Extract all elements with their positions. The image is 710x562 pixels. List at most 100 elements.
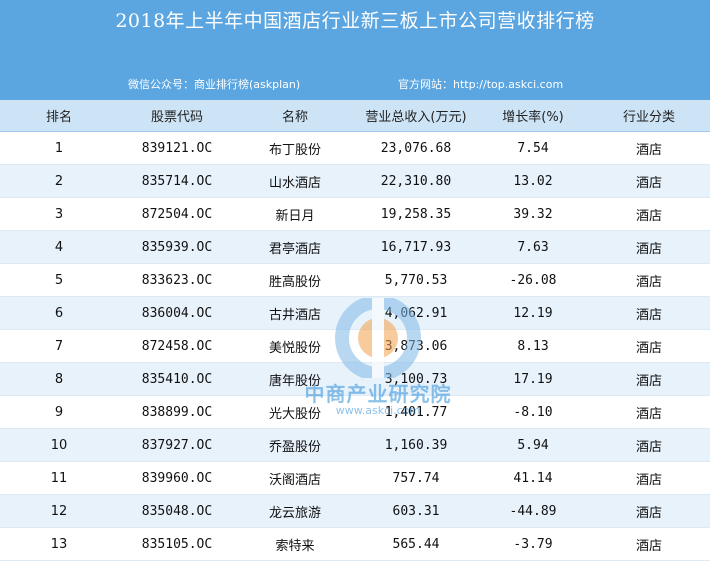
cell-revenue: 16,717.93 (354, 230, 478, 264)
table-row: 6 836004.OC 古井酒店 4,062.91 12.19 酒店 (0, 296, 710, 330)
cell-growth-rate: 13.02 (478, 164, 588, 198)
cell-revenue: 19,258.35 (354, 197, 478, 231)
cell-rank: 12 (0, 494, 118, 528)
cell-company-name: 君亭酒店 (236, 230, 354, 264)
cell-stock-code: 872504.OC (118, 197, 236, 231)
title-banner: 2018年上半年中国酒店行业新三板上市公司营收排行榜 微信公众号：商业排行榜(a… (0, 0, 710, 100)
cell-industry: 酒店 (588, 461, 710, 495)
cell-rank: 9 (0, 395, 118, 429)
cell-stock-code: 839960.OC (118, 461, 236, 495)
cell-stock-code: 836004.OC (118, 296, 236, 330)
cell-revenue: 1,160.39 (354, 428, 478, 462)
column-header-industry: 行业分类 (588, 100, 710, 132)
cell-industry: 酒店 (588, 428, 710, 462)
cell-revenue: 757.74 (354, 461, 478, 495)
cell-rank: 2 (0, 164, 118, 198)
table-row: 2 835714.OC 山水酒店 22,310.80 13.02 酒店 (0, 164, 710, 198)
table-header-row: 排名 股票代码 名称 营业总收入(万元) 增长率(%) 行业分类 (0, 100, 710, 132)
cell-stock-code: 837927.OC (118, 428, 236, 462)
cell-company-name: 布丁股份 (236, 131, 354, 165)
cell-revenue: 603.31 (354, 494, 478, 528)
ranking-table: 排名 股票代码 名称 营业总收入(万元) 增长率(%) 行业分类 1 839121… (0, 100, 710, 561)
cell-company-name: 乔盈股份 (236, 428, 354, 462)
table-row: 12 835048.OC 龙云旅游 603.31 -44.89 酒店 (0, 494, 710, 528)
cell-growth-rate: -26.08 (478, 263, 588, 297)
cell-growth-rate: -8.10 (478, 395, 588, 429)
cell-company-name: 古井酒店 (236, 296, 354, 330)
column-header-code: 股票代码 (118, 100, 236, 132)
cell-company-name: 新日月 (236, 197, 354, 231)
table-row: 11 839960.OC 沃阁酒店 757.74 41.14 酒店 (0, 461, 710, 495)
cell-company-name: 唐年股份 (236, 362, 354, 396)
cell-industry: 酒店 (588, 263, 710, 297)
cell-growth-rate: 7.63 (478, 230, 588, 264)
cell-industry: 酒店 (588, 494, 710, 528)
cell-industry: 酒店 (588, 362, 710, 396)
cell-industry: 酒店 (588, 164, 710, 198)
cell-industry: 酒店 (588, 527, 710, 561)
cell-rank: 8 (0, 362, 118, 396)
cell-revenue: 5,770.53 (354, 263, 478, 297)
cell-revenue: 565.44 (354, 527, 478, 561)
cell-industry: 酒店 (588, 329, 710, 363)
cell-company-name: 龙云旅游 (236, 494, 354, 528)
cell-growth-rate: 12.19 (478, 296, 588, 330)
cell-industry: 酒店 (588, 197, 710, 231)
table-row: 8 835410.OC 唐年股份 3,100.73 17.19 酒店 (0, 362, 710, 396)
cell-rank: 13 (0, 527, 118, 561)
page-title: 2018年上半年中国酒店行业新三板上市公司营收排行榜 (115, 10, 595, 32)
cell-industry: 酒店 (588, 395, 710, 429)
cell-rank: 6 (0, 296, 118, 330)
cell-growth-rate: -44.89 (478, 494, 588, 528)
cell-growth-rate: 5.94 (478, 428, 588, 462)
cell-company-name: 美悦股份 (236, 329, 354, 363)
cell-rank: 11 (0, 461, 118, 495)
cell-company-name: 沃阁酒店 (236, 461, 354, 495)
cell-rank: 1 (0, 131, 118, 165)
wechat-account-label: 微信公众号：商业排行榜(askplan) (128, 78, 301, 91)
cell-stock-code: 835105.OC (118, 527, 236, 561)
table-row: 7 872458.OC 美悦股份 3,873.06 8.13 酒店 (0, 329, 710, 363)
cell-industry: 酒店 (588, 131, 710, 165)
table-row: 5 833623.OC 胜高股份 5,770.53 -26.08 酒店 (0, 263, 710, 297)
table-row: 9 838899.OC 光大股份 1,401.77 -8.10 酒店 (0, 395, 710, 429)
column-header-rank: 排名 (0, 100, 118, 132)
cell-stock-code: 835939.OC (118, 230, 236, 264)
table-row: 4 835939.OC 君亭酒店 16,717.93 7.63 酒店 (0, 230, 710, 264)
cell-stock-code: 835410.OC (118, 362, 236, 396)
cell-company-name: 光大股份 (236, 395, 354, 429)
cell-company-name: 索特来 (236, 527, 354, 561)
column-header-name: 名称 (236, 100, 354, 132)
official-website-label: 官方网站：http://top.askci.com (398, 78, 564, 91)
cell-revenue: 1,401.77 (354, 395, 478, 429)
cell-industry: 酒店 (588, 230, 710, 264)
cell-rank: 10 (0, 428, 118, 462)
cell-stock-code: 872458.OC (118, 329, 236, 363)
cell-rank: 3 (0, 197, 118, 231)
cell-growth-rate: 17.19 (478, 362, 588, 396)
cell-revenue: 22,310.80 (354, 164, 478, 198)
column-header-revenue: 营业总收入(万元) (354, 100, 478, 132)
table-row: 1 839121.OC 布丁股份 23,076.68 7.54 酒店 (0, 131, 710, 165)
cell-industry: 酒店 (588, 296, 710, 330)
cell-company-name: 山水酒店 (236, 164, 354, 198)
cell-stock-code: 833623.OC (118, 263, 236, 297)
cell-stock-code: 835714.OC (118, 164, 236, 198)
table-row: 13 835105.OC 索特来 565.44 -3.79 酒店 (0, 527, 710, 561)
cell-stock-code: 838899.OC (118, 395, 236, 429)
cell-revenue: 23,076.68 (354, 131, 478, 165)
column-header-growth: 增长率(%) (478, 100, 588, 132)
cell-growth-rate: 8.13 (478, 329, 588, 363)
cell-growth-rate: 39.32 (478, 197, 588, 231)
cell-rank: 7 (0, 329, 118, 363)
cell-stock-code: 835048.OC (118, 494, 236, 528)
cell-revenue: 3,873.06 (354, 329, 478, 363)
cell-revenue: 4,062.91 (354, 296, 478, 330)
cell-growth-rate: -3.79 (478, 527, 588, 561)
table-row: 3 872504.OC 新日月 19,258.35 39.32 酒店 (0, 197, 710, 231)
cell-growth-rate: 41.14 (478, 461, 588, 495)
cell-rank: 5 (0, 263, 118, 297)
cell-company-name: 胜高股份 (236, 263, 354, 297)
cell-growth-rate: 7.54 (478, 131, 588, 165)
cell-rank: 4 (0, 230, 118, 264)
